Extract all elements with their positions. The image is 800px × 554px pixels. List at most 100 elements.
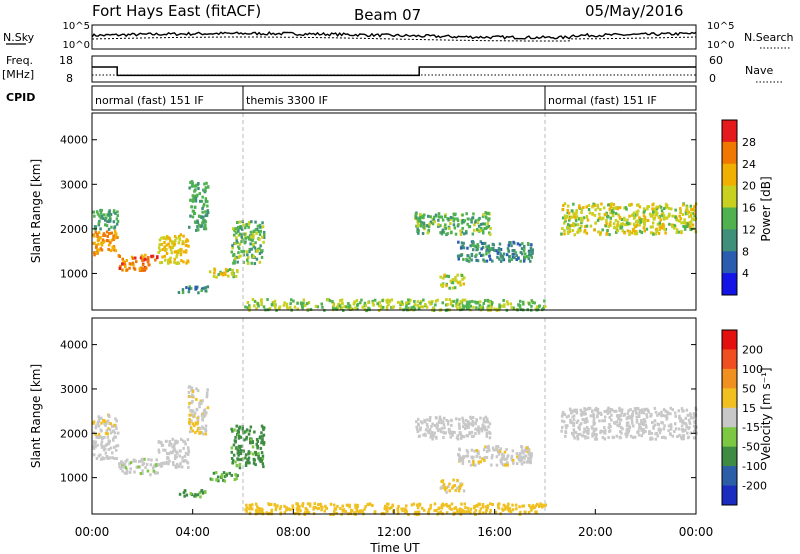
- velocity-cell: [418, 502, 421, 506]
- power-cell: [646, 219, 650, 222]
- velocity-cell: [316, 507, 319, 511]
- velocity-cell: [261, 462, 265, 466]
- power-cell: [194, 184, 197, 188]
- power-cell: [105, 239, 109, 242]
- power-cell: [596, 203, 599, 207]
- power-cell: [563, 214, 567, 218]
- velocity-cell: [444, 431, 447, 435]
- velocity-cell: [593, 421, 596, 425]
- velocity-cell: [181, 456, 184, 460]
- velocity-cell: [124, 466, 128, 470]
- velocity-cell: [256, 444, 260, 448]
- power-cell: [538, 304, 541, 308]
- velocity-cell: [627, 429, 631, 432]
- velocity-cell: [474, 463, 477, 467]
- velocity-cell: [682, 419, 685, 423]
- power-cell: [252, 255, 256, 259]
- power-cell: [247, 222, 251, 226]
- power-cell: [646, 207, 649, 211]
- power-cell: [685, 212, 688, 216]
- power-cell: [638, 229, 642, 233]
- power-cell: [466, 222, 469, 226]
- velocity-cell: [502, 503, 506, 507]
- power-cell: [332, 307, 335, 311]
- power-cell: [250, 261, 253, 265]
- velocity-cell: [689, 416, 693, 420]
- velocity-colorbar-swatch: [722, 485, 737, 506]
- power-cell: [232, 253, 236, 257]
- power-cell: [453, 278, 457, 282]
- velocity-cell: [200, 489, 203, 493]
- velocity-cell: [196, 421, 199, 425]
- velocity-cell: [254, 463, 257, 467]
- velocity-cell: [97, 432, 101, 436]
- velocity-colorbar-tick: -100: [742, 460, 767, 473]
- velocity-cell: [355, 507, 359, 511]
- power-cell: [309, 307, 313, 311]
- power-cell: [689, 222, 692, 225]
- velocity-cell: [248, 461, 251, 465]
- velocity-cell: [237, 444, 241, 448]
- velocity-cell: [687, 435, 690, 439]
- velocity-cell: [618, 421, 621, 425]
- power-cell: [268, 306, 272, 310]
- power-cell: [481, 245, 485, 249]
- power-cell: [237, 229, 240, 233]
- velocity-cell: [499, 447, 502, 451]
- power-cell: [483, 241, 487, 245]
- power-cell: [465, 212, 468, 216]
- power-cell: [652, 210, 655, 214]
- velocity-cell: [496, 445, 500, 449]
- power-cell: [635, 210, 638, 214]
- power-cell: [272, 301, 275, 304]
- power-cell: [191, 215, 195, 219]
- power-cell: [93, 251, 96, 255]
- velocity-cell: [98, 435, 101, 439]
- power-cell: [516, 242, 520, 246]
- power-cell: [203, 225, 206, 229]
- power-cell: [163, 254, 166, 258]
- velocity-cell: [490, 456, 494, 460]
- velocity-cell: [660, 436, 664, 439]
- power-cell: [577, 217, 581, 221]
- power-cell: [242, 223, 245, 227]
- power-cell: [97, 221, 101, 225]
- velocity-cell: [254, 502, 258, 506]
- power-cell: [381, 305, 385, 309]
- power-cell: [254, 228, 258, 232]
- velocity-colorbar-tick: -200: [742, 480, 767, 493]
- velocity-cell: [209, 477, 213, 481]
- power-cell: [626, 218, 629, 222]
- freq-tick-top: 18: [59, 54, 73, 67]
- power-cell: [513, 256, 516, 260]
- velocity-cell: [445, 486, 448, 490]
- power-cell: [248, 306, 251, 310]
- power-cell: [419, 212, 422, 216]
- power-cell: [289, 305, 292, 309]
- power-cell: [112, 234, 115, 238]
- power-cell: [471, 299, 474, 303]
- velocity-cell: [437, 420, 441, 424]
- power-cell: [113, 246, 116, 250]
- power-cell: [135, 260, 138, 264]
- power-cell: [439, 275, 442, 279]
- velocity-cell: [483, 456, 486, 460]
- power-cell: [173, 257, 176, 261]
- velocity-cell: [527, 458, 530, 462]
- power-cell: [499, 248, 503, 251]
- velocity-cell: [237, 450, 241, 454]
- velocity-cell: [491, 453, 494, 457]
- velocity-cell: [107, 427, 110, 431]
- power-cell: [449, 216, 453, 219]
- power-cell: [100, 241, 103, 245]
- velocity-cell: [618, 424, 621, 428]
- velocity-cell: [571, 432, 575, 436]
- velocity-cell: [169, 442, 173, 446]
- power-cell: [657, 215, 661, 219]
- power-cell: [201, 217, 205, 221]
- power-cell: [662, 214, 666, 218]
- velocity-cell: [164, 439, 168, 443]
- power-cell: [456, 281, 460, 285]
- velocity-cell: [533, 505, 537, 509]
- cpid-label: CPID: [6, 91, 35, 104]
